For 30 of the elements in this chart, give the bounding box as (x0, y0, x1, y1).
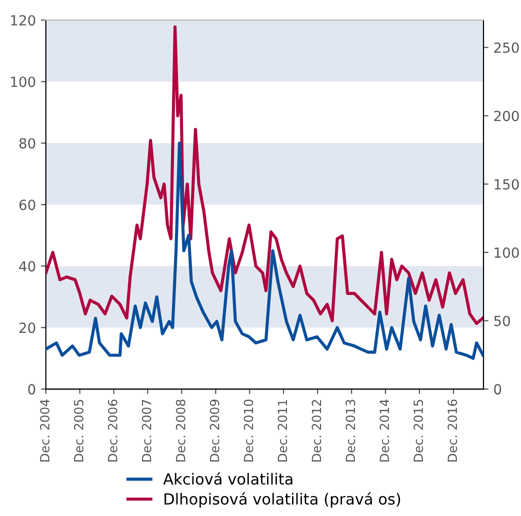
x-tick-label: Dec. 2016 (448, 400, 458, 462)
y-tick-label: 80 (19, 138, 36, 149)
y-tick-label: 120 (11, 15, 36, 26)
x-tick-label: Dec. 2013 (346, 400, 356, 462)
legend-label: Dlhopisová volatilita (pravá os) (164, 492, 400, 508)
x-tick-label: Dec. 2006 (108, 400, 118, 462)
x-tick-label: Dec. 2012 (312, 400, 322, 462)
x-tick-label: Dec. 2010 (244, 400, 254, 462)
x-tick-label: Dec. 2014 (380, 399, 390, 462)
x-tick-label: Dec. 2007 (142, 400, 152, 462)
legend-label: Akciová volatilita (163, 472, 292, 485)
y2-tick-label: 250 (494, 42, 519, 53)
x-tick-label: Dec. 2008 (176, 400, 186, 462)
y-tick-label: 40 (19, 261, 36, 272)
x-tick-label: Dec. 2009 (210, 400, 220, 462)
x-tick-label: Dec. 2005 (74, 400, 84, 462)
x-tick-label: Dec. 2004 (40, 399, 50, 462)
y-tick-label: 100 (11, 76, 36, 88)
y2-tick-label: 200 (494, 110, 519, 122)
y2-tick-label: 150 (494, 179, 519, 190)
x-tick-label: Dec. 2015 (414, 400, 424, 462)
x-tick-label: Dec. 2011 (278, 400, 288, 462)
y2-tick-label: 50 (494, 316, 510, 326)
y2-tick-label: 0 (494, 384, 502, 395)
y-tick-label: 0 (28, 384, 36, 395)
y-tick-label: 60 (19, 200, 36, 210)
line-series (46, 25, 484, 326)
y-tick-label: 20 (19, 322, 36, 334)
y2-tick-label: 100 (494, 247, 519, 258)
line-series (46, 142, 484, 360)
